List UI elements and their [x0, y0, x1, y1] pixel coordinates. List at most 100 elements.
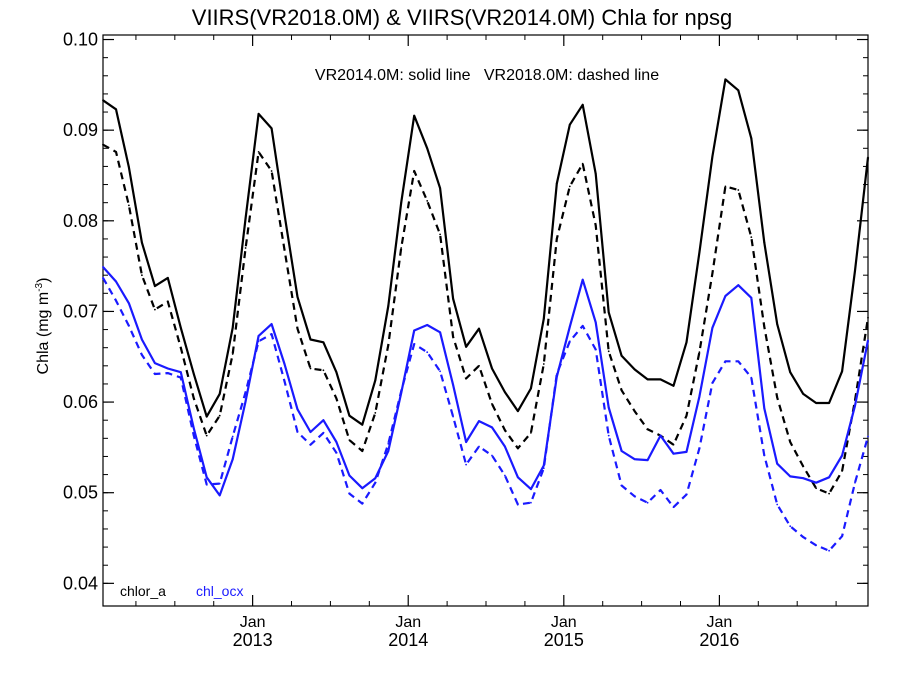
data-point-chl-ocx-dashed [646, 501, 649, 504]
data-point-chl-ocx-solid [828, 476, 830, 479]
data-point-chl-ocx-solid [646, 459, 649, 461]
data-point-chlor-a-solid [387, 305, 390, 307]
data-point-chlor-a-solid [127, 166, 130, 169]
data-point-chlor-a-dashed [841, 470, 843, 472]
data-point-chl-ocx-solid [633, 458, 636, 461]
data-point-chl-ocx-dashed [763, 454, 766, 457]
data-point-chlor-a-dashed [491, 403, 493, 405]
data-point-chl-ocx-dashed [841, 535, 843, 538]
data-point-chlor-a-solid [361, 423, 364, 426]
x-tick-label-year: 2013 [233, 630, 273, 650]
data-point-chl-ocx-dashed [283, 380, 286, 383]
data-point-chl-ocx-dashed [309, 443, 312, 446]
data-point-chl-ocx-solid [141, 338, 143, 341]
data-point-chl-ocx-dashed [322, 432, 325, 434]
data-point-chlor-a-dashed [257, 151, 260, 153]
y-tick-label: 0.08 [63, 211, 98, 231]
data-point-chlor-a-solid [867, 156, 869, 159]
data-point-chl-ocx-dashed [607, 434, 610, 437]
data-point-chlor-a-dashed [413, 170, 416, 172]
data-point-chl-ocx-dashed [633, 495, 636, 498]
data-point-chlor-a-solid [309, 338, 312, 341]
x-tick-label-year: 2015 [544, 630, 584, 650]
data-point-chlor-a-dashed [154, 308, 156, 311]
data-point-chl-ocx-dashed [685, 493, 688, 496]
y-axis-label-superscript: -3 [34, 282, 45, 291]
data-point-chlor-a-dashed [231, 353, 234, 355]
data-point-chlor-a-solid [335, 371, 338, 374]
data-point-chl-ocx-solid [257, 335, 260, 337]
data-point-chlor-a-solid [374, 379, 377, 382]
data-point-chl-ocx-solid [841, 454, 843, 457]
series-line-chlor-a-dashed [102, 143, 870, 495]
data-point-chlor-a-dashed [452, 335, 454, 338]
data-point-chlor-a-dashed [815, 487, 817, 490]
data-point-chlor-a-dashed [607, 350, 610, 353]
data-point-chl-ocx-dashed [867, 435, 869, 438]
data-point-chl-ocx-dashed [659, 489, 662, 491]
data-point-chl-ocx-dashed [504, 474, 506, 477]
data-point-chl-ocx-dashed [789, 525, 792, 528]
data-point-chl-ocx-solid [452, 384, 454, 386]
data-point-chl-ocx-solid [270, 323, 273, 325]
series-line-chl-ocx-dashed [102, 277, 870, 552]
data-point-chlor-a-dashed [698, 351, 701, 354]
legend-label-chlor-a: chlor_a [120, 583, 166, 599]
data-point-chlor-a-solid [530, 387, 532, 390]
data-point-chl-ocx-dashed [776, 503, 779, 506]
data-point-chlor-a-solid [763, 241, 766, 244]
data-point-chlor-a-solid [854, 269, 856, 272]
data-point-chlor-a-dashed [517, 447, 519, 450]
data-point-chl-ocx-dashed [478, 445, 480, 448]
data-point-chl-ocx-solid [296, 408, 299, 411]
data-point-chl-ocx-dashed [154, 373, 156, 375]
y-tick-label: 0.06 [63, 392, 98, 412]
x-tick-label-year: 2016 [699, 630, 739, 650]
data-point-chlor-a-solid [102, 99, 104, 102]
data-point-chl-ocx-dashed [542, 467, 545, 470]
data-point-chl-ocx-dashed [620, 484, 623, 487]
data-point-chl-ocx-dashed [737, 360, 740, 363]
data-point-chlor-a-dashed [166, 300, 169, 303]
data-point-chlor-a-solid [413, 114, 416, 117]
data-point-chl-ocx-dashed [115, 299, 117, 302]
data-point-chl-ocx-solid [815, 481, 817, 484]
data-point-chl-ocx-solid [659, 434, 662, 437]
x-tick-label-year: 2014 [388, 630, 428, 650]
data-point-chlor-a-solid [231, 326, 234, 329]
data-point-chl-ocx-solid [763, 407, 766, 410]
data-point-chlor-a-dashed [828, 492, 830, 495]
y-tick-label: 0.05 [63, 483, 98, 503]
data-point-chlor-a-solid [672, 384, 675, 387]
data-point-chlor-a-solid [776, 323, 779, 325]
data-point-chlor-a-dashed [127, 204, 130, 207]
data-point-chl-ocx-dashed [413, 343, 416, 345]
data-point-chl-ocx-solid [231, 458, 234, 461]
data-point-chlor-a-solid [802, 393, 805, 395]
data-point-chl-ocx-solid [620, 450, 623, 452]
data-point-chlor-a-dashed [179, 346, 182, 349]
data-point-chlor-a-solid [283, 213, 286, 216]
data-point-chl-ocx-dashed [296, 431, 299, 433]
data-point-chlor-a-dashed [802, 465, 805, 468]
data-point-chl-ocx-dashed [750, 376, 753, 379]
data-point-chl-ocx-solid [672, 452, 675, 455]
data-point-chl-ocx-dashed [452, 415, 454, 418]
data-point-chlor-a-dashed [711, 272, 714, 275]
data-point-chlor-a-dashed [789, 441, 792, 443]
data-point-chl-ocx-dashed [672, 506, 675, 509]
data-point-chl-ocx-dashed [568, 340, 571, 343]
data-point-chl-ocx-solid [361, 487, 364, 490]
data-point-chlor-a-solid [348, 414, 351, 417]
data-point-chlor-a-dashed [141, 274, 143, 277]
data-point-chl-ocx-solid [867, 339, 869, 342]
data-point-chlor-a-solid [218, 393, 221, 395]
data-point-chlor-a-dashed [672, 443, 675, 446]
chart-annotation: VR2014.0M: solid line VR2018.0M: dashed … [315, 67, 659, 84]
data-point-chlor-a-solid [659, 378, 662, 381]
x-tick-label-month: Jan [240, 614, 266, 631]
data-point-chl-ocx-dashed [439, 370, 441, 373]
data-point-chl-ocx-dashed [374, 481, 377, 484]
data-point-chlor-a-dashed [646, 428, 649, 431]
data-point-chlor-a-solid [620, 354, 623, 357]
